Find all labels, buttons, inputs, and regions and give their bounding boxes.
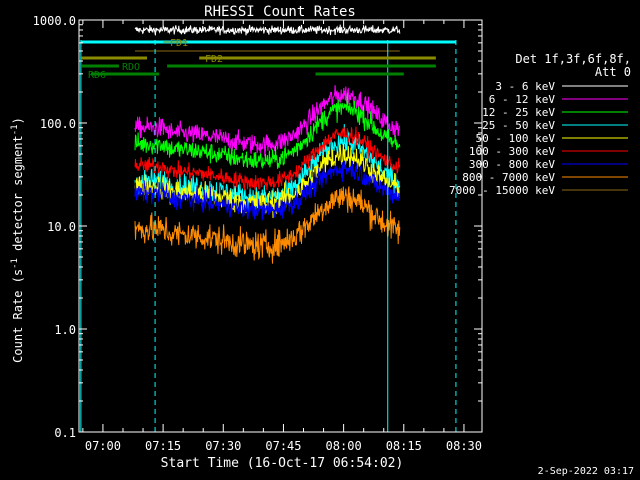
series-line-1 (134, 85, 401, 157)
series-line-2 (134, 93, 401, 170)
y-tick-label-3: 100.0 (40, 117, 76, 131)
x-tick-label-3: 07:45 (265, 439, 301, 453)
y-tick-label-1: 1.0 (54, 323, 76, 337)
state-bar-rd6: RD6 (88, 70, 404, 81)
x-tick-label-6: 08:30 (446, 439, 482, 453)
series-line-7 (134, 186, 401, 264)
svg-text:FD2: FD2 (205, 54, 223, 65)
plot-frame (78, 19, 483, 433)
svg-text:FD1: FD1 (170, 38, 188, 49)
x-tick-label-2: 07:30 (205, 439, 241, 453)
x-axis-ticks: 07:00 07:15 07:30 07:45 08:00 08:15 08:30 (82, 20, 482, 453)
legend-label-4: 50 - 100 keV (476, 132, 556, 145)
x-tick-label-0: 07:00 (85, 439, 121, 453)
x-tick-label-1: 07:15 (145, 439, 181, 453)
svg-text:RDO: RDO (122, 62, 140, 73)
legend-label-8: 7000 - 15000 keV (449, 184, 555, 197)
legend-label-3: 25 - 50 keV (482, 119, 555, 132)
svg-text:RD6: RD6 (88, 70, 106, 81)
legend-label-1: 6 - 12 keV (489, 93, 556, 106)
x-axis-label: Start Time (16-Oct-17 06:54:02) (161, 456, 404, 471)
legend-label-5: 100 - 300 keV (469, 145, 555, 158)
x-tick-label-4: 08:00 (326, 439, 362, 453)
legend-label-6: 300 - 800 keV (469, 158, 555, 171)
legend-label-7: 800 - 7000 keV (462, 171, 555, 184)
state-bar-fd2: FD2 (81, 54, 436, 65)
y-tick-label-0: 0.1 (54, 426, 76, 440)
chart-title: RHESSI Count Rates (204, 4, 356, 20)
series-line-6 (134, 160, 401, 221)
footer-date: 2-Sep-2022 03:17 (538, 466, 634, 477)
legend-label-2: 12 - 25 keV (482, 106, 555, 119)
state-bar-rdo: RDO (81, 62, 436, 73)
y-tick-label-4: 1000.0 (33, 14, 76, 28)
y-axis-label: Count Rate (s-1 detector segment-1) (10, 117, 25, 363)
y-tick-label-2: 10.0 (47, 220, 76, 234)
plot-area (80, 24, 457, 432)
legend-label-0: 3 - 6 keV (495, 80, 555, 93)
legend-header-detectors: Det 1f,3f,6f,8f, (515, 52, 631, 66)
series-line-5 (134, 126, 401, 191)
x-tick-label-5: 08:15 (386, 439, 422, 453)
state-bar-fd1: FD1 (163, 38, 188, 49)
series-line-0 (134, 24, 401, 36)
legend-header-attenuator: Att 0 (595, 65, 631, 79)
